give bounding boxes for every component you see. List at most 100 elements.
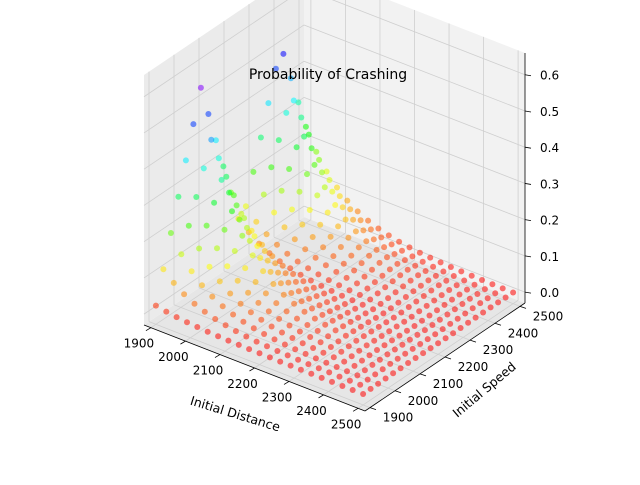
data-point	[205, 111, 212, 117]
data-point	[382, 375, 389, 382]
data-point	[379, 366, 386, 373]
y-tick-mark	[444, 356, 452, 360]
data-point	[487, 304, 494, 311]
data-point	[360, 391, 367, 397]
data-point	[250, 325, 257, 332]
data-point	[316, 156, 323, 163]
z-tick-label: 0.2	[540, 214, 559, 228]
x-tick-mark	[249, 367, 255, 372]
data-point	[427, 345, 434, 352]
data-point	[310, 345, 317, 351]
data-point	[344, 368, 350, 375]
data-point	[261, 248, 268, 254]
data-point	[385, 295, 392, 302]
data-point	[369, 266, 375, 273]
data-point	[268, 323, 275, 330]
data-point	[349, 297, 356, 304]
data-point	[363, 342, 370, 349]
y-tick-label: 2500	[533, 309, 564, 323]
data-point	[339, 204, 346, 211]
x-tick-label: 2400	[296, 404, 327, 418]
gridline	[303, 24, 526, 112]
data-point	[401, 318, 408, 325]
data-point	[284, 352, 291, 359]
data-point	[212, 316, 219, 322]
data-point	[287, 362, 294, 369]
data-point	[396, 332, 403, 339]
data-point	[287, 75, 294, 82]
data-point	[388, 241, 395, 248]
data-point	[361, 367, 368, 374]
data-point	[260, 268, 267, 275]
data-point	[439, 326, 446, 333]
data-point	[301, 308, 308, 315]
data-point	[405, 360, 412, 366]
data-point	[381, 244, 388, 251]
data-point	[510, 289, 517, 296]
gridline	[298, 220, 521, 307]
data-point	[300, 278, 307, 285]
data-point	[218, 176, 225, 183]
data-point	[446, 287, 453, 293]
data-point	[379, 272, 386, 279]
z-tick-mark	[524, 146, 532, 149]
data-point	[227, 290, 234, 297]
data-point	[337, 313, 344, 320]
y-tick-label: 2200	[458, 360, 489, 374]
data-point	[283, 308, 290, 315]
data-point	[295, 99, 302, 106]
data-point	[175, 193, 182, 200]
data-point	[250, 168, 257, 175]
data-point	[196, 245, 203, 252]
z-tick-mark	[524, 255, 532, 258]
data-point	[282, 270, 289, 277]
data-point	[367, 385, 374, 392]
data-point	[296, 188, 303, 195]
z-tick-label: 0.1	[540, 250, 559, 264]
data-point	[349, 387, 356, 393]
data-point	[348, 252, 355, 259]
data-point	[360, 333, 367, 340]
data-point	[419, 317, 425, 324]
data-point	[304, 322, 311, 328]
data-point	[406, 336, 413, 343]
data-point	[305, 265, 312, 272]
data-point	[336, 193, 343, 200]
data-point	[257, 134, 264, 141]
data-point	[391, 251, 398, 257]
data-point	[378, 333, 385, 339]
z-tick-mark	[524, 110, 532, 113]
data-point	[365, 217, 372, 224]
gridline	[143, 60, 305, 170]
z-tick-mark	[524, 291, 532, 294]
data-point	[372, 314, 379, 321]
data-point	[315, 271, 322, 278]
data-point	[404, 327, 410, 334]
data-point	[289, 206, 295, 213]
data-point	[489, 281, 496, 288]
data-point	[469, 305, 476, 312]
data-point	[294, 315, 300, 322]
data-point	[430, 263, 437, 270]
data-point	[230, 192, 237, 199]
data-point	[480, 309, 487, 316]
data-point	[458, 268, 465, 275]
data-point	[249, 252, 256, 259]
data-point	[406, 244, 413, 251]
data-point	[292, 278, 299, 285]
data-point	[359, 301, 366, 308]
x-tick-label: 2500	[331, 417, 362, 431]
data-point	[355, 314, 362, 321]
data-point	[325, 333, 332, 340]
data-point	[342, 216, 349, 223]
data-point	[376, 259, 383, 266]
data-point	[399, 247, 405, 254]
data-point	[257, 255, 264, 261]
gridline	[143, 169, 305, 279]
data-point	[362, 310, 369, 317]
data-point	[410, 288, 417, 295]
data-point	[429, 322, 436, 328]
data-point	[331, 295, 338, 302]
data-point	[302, 350, 309, 357]
